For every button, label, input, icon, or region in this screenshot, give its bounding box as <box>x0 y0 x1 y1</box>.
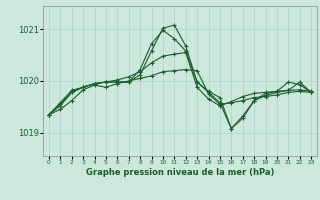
X-axis label: Graphe pression niveau de la mer (hPa): Graphe pression niveau de la mer (hPa) <box>86 168 274 177</box>
